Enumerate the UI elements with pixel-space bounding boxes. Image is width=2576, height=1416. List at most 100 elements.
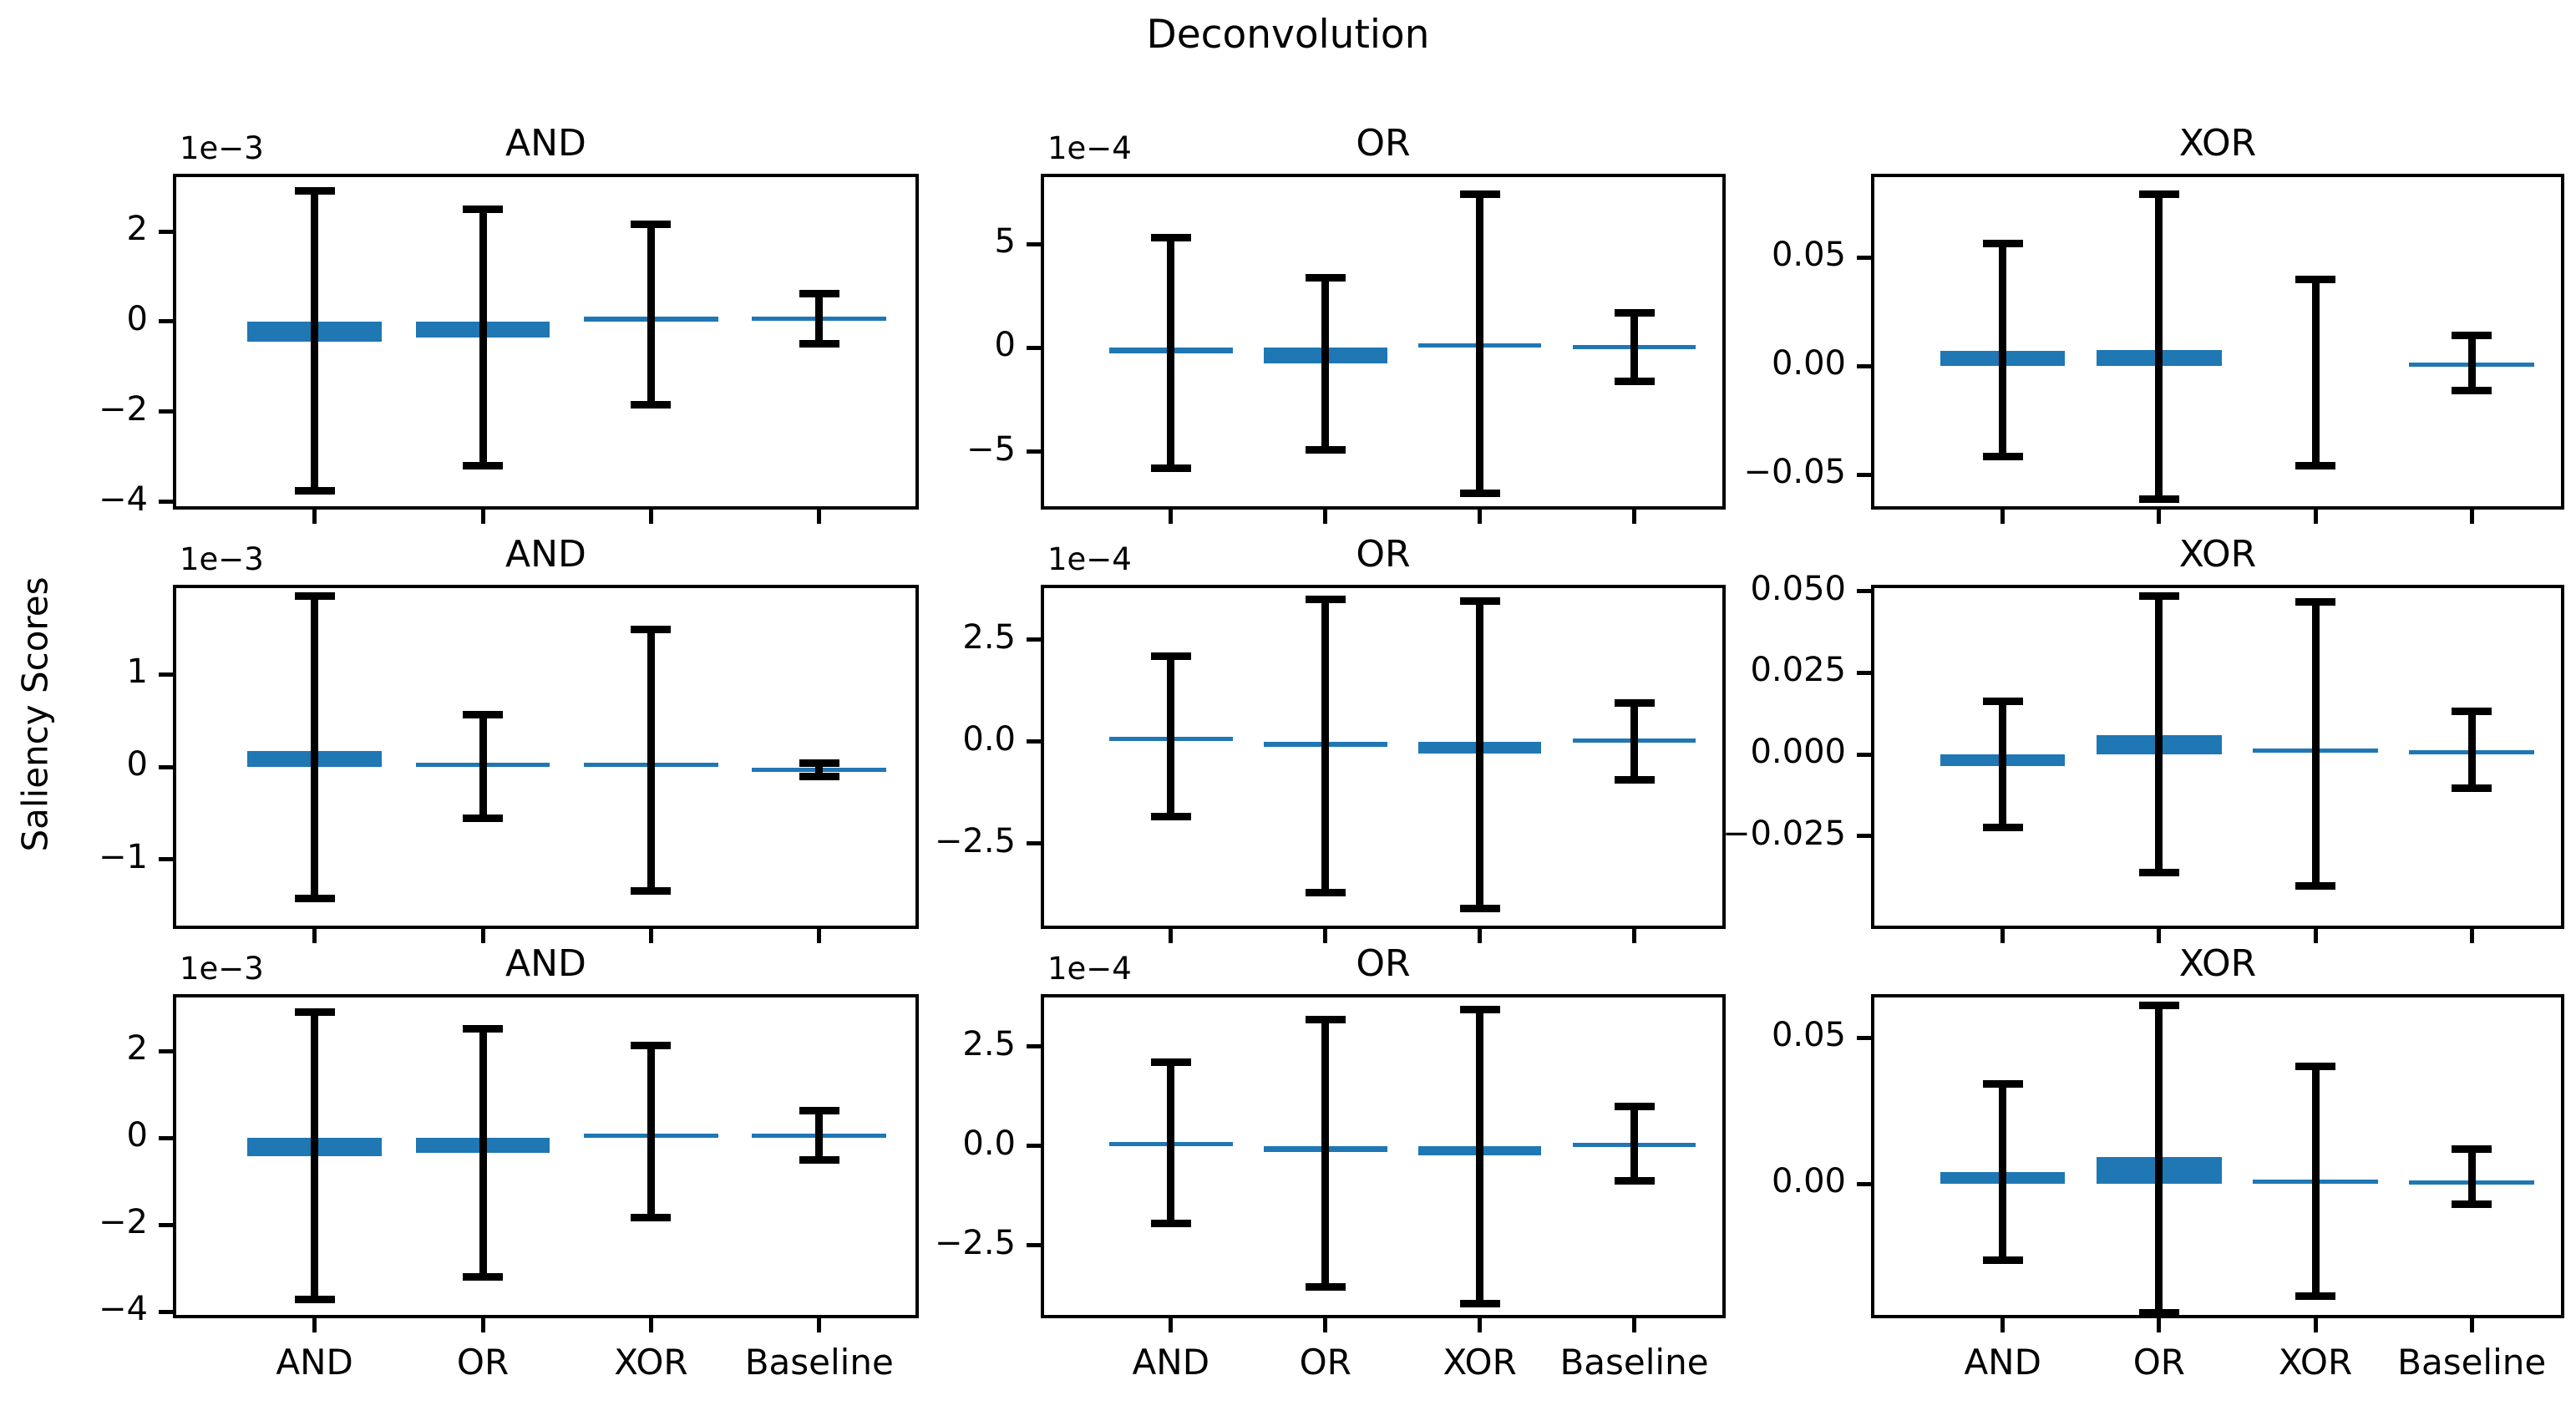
error-bar-cap-top — [1305, 595, 1346, 603]
error-bar-cap-bottom — [1614, 776, 1655, 784]
error-bar-line — [1476, 1009, 1484, 1304]
y-tick-label: 0 — [126, 745, 148, 784]
y-tick-mark — [159, 1222, 173, 1227]
error-bar-cap-bottom — [799, 1155, 839, 1164]
error-bar-line — [2467, 711, 2476, 789]
error-bar-line — [311, 596, 319, 899]
error-bar-line — [1167, 656, 1175, 817]
error-bar-cap-bottom — [631, 887, 672, 896]
error-bar-cap-bottom — [799, 340, 839, 348]
error-bar-cap-top — [463, 205, 504, 213]
error-bar-cap-bottom — [294, 486, 335, 495]
error-bar-cap-top — [1150, 234, 1191, 242]
axis-scale-label: 1e−3 — [180, 130, 264, 166]
error-bar-cap-top — [2452, 331, 2492, 339]
x-tick-mark — [2469, 1318, 2474, 1332]
error-bar-cap-top — [2295, 1063, 2336, 1071]
error-bar-line — [1321, 599, 1330, 893]
error-bar-line — [647, 629, 655, 891]
error-bar-cap-top — [1150, 652, 1191, 660]
error-bar-cap-top — [631, 221, 672, 229]
y-tick-mark — [159, 409, 173, 414]
y-tick-label: −0.05 — [1743, 453, 1846, 492]
y-tick-label: 0.025 — [1750, 651, 1846, 690]
y-tick-mark — [1027, 449, 1041, 454]
error-bar-cap-top — [2452, 707, 2492, 715]
y-tick-label: 0 — [994, 326, 1016, 365]
y-tick-mark — [159, 1048, 173, 1053]
error-bar-line — [815, 763, 824, 777]
x-tick-mark — [2313, 1318, 2318, 1332]
subplot-axes-2-1 — [1041, 994, 1726, 1318]
error-bar-cap-top — [2138, 190, 2179, 199]
y-tick-mark — [159, 764, 173, 769]
x-tick-label-xor: XOR — [1443, 1342, 1517, 1383]
axis-scale-label: 1e−3 — [180, 951, 264, 987]
y-tick-label: 0 — [126, 299, 148, 338]
error-bar-line — [1476, 194, 1484, 494]
subplot-axes-2-2 — [1871, 994, 2564, 1318]
x-tick-mark — [312, 929, 317, 943]
subplot-axes-0-2 — [1871, 174, 2564, 510]
error-bar-line — [311, 190, 319, 491]
x-tick-mark — [2157, 929, 2162, 943]
error-bar-cap-top — [463, 710, 504, 718]
y-tick-label: 0.00 — [1771, 1162, 1846, 1201]
error-bar-cap-bottom — [2295, 882, 2336, 891]
error-bar-line — [2155, 1005, 2163, 1313]
x-tick-mark — [312, 510, 317, 524]
y-tick-mark — [1857, 670, 1871, 675]
x-tick-label-and: AND — [276, 1342, 353, 1383]
error-bar-cap-top — [799, 290, 839, 298]
y-tick-label: 5 — [994, 222, 1016, 261]
x-tick-mark — [480, 510, 485, 524]
error-bar-cap-bottom — [1150, 464, 1191, 472]
error-bar-cap-bottom — [799, 772, 839, 780]
error-bar-cap-top — [1614, 699, 1655, 708]
x-tick-mark — [817, 929, 822, 943]
y-tick-label: 0 — [126, 1116, 148, 1155]
error-bar-line — [815, 293, 824, 344]
error-bar-cap-bottom — [294, 1296, 335, 1304]
y-tick-label: 1 — [126, 652, 148, 692]
error-bar-cap-bottom — [1150, 813, 1191, 821]
y-tick-mark — [1857, 472, 1871, 477]
error-bar-cap-top — [2138, 1001, 2179, 1009]
y-tick-label: −4 — [99, 480, 148, 519]
axis-scale-label: 1e−3 — [180, 541, 264, 577]
error-bar-cap-bottom — [463, 814, 504, 822]
y-tick-label: −4 — [99, 1290, 148, 1329]
x-tick-label-or: OR — [2132, 1342, 2185, 1383]
error-bar-line — [2467, 1149, 2476, 1205]
x-tick-mark — [1478, 1318, 1483, 1332]
error-bar-cap-top — [2138, 592, 2179, 601]
y-tick-mark — [159, 319, 173, 324]
x-tick-mark — [1478, 929, 1483, 943]
error-bar-cap-top — [294, 187, 335, 195]
error-bar-cap-bottom — [463, 1273, 504, 1282]
y-tick-label: 0.00 — [1771, 344, 1846, 383]
y-tick-label: −2 — [99, 1203, 148, 1242]
error-bar-cap-bottom — [2138, 1308, 2179, 1317]
subplot-title: AND — [505, 942, 586, 985]
error-bar-cap-top — [1459, 190, 1500, 199]
error-bar-line — [1167, 237, 1175, 469]
y-tick-mark — [1857, 363, 1871, 368]
y-tick-mark — [1027, 1243, 1041, 1248]
x-tick-mark — [1632, 1318, 1637, 1332]
x-tick-mark — [1632, 510, 1637, 524]
error-bar-line — [647, 224, 655, 405]
error-bar-cap-top — [2452, 1145, 2492, 1154]
error-bar-cap-top — [799, 759, 839, 768]
x-tick-mark — [648, 510, 653, 524]
subplot-title: XOR — [2178, 942, 2257, 985]
axis-scale-label: 1e−4 — [1047, 541, 1132, 577]
x-tick-mark — [1323, 510, 1328, 524]
x-tick-mark — [817, 510, 822, 524]
y-tick-mark — [1027, 345, 1041, 350]
x-tick-mark — [2157, 510, 2162, 524]
error-bar-cap-bottom — [1982, 824, 2023, 832]
y-tick-mark — [1027, 1044, 1041, 1049]
y-tick-label: −2 — [99, 389, 148, 429]
